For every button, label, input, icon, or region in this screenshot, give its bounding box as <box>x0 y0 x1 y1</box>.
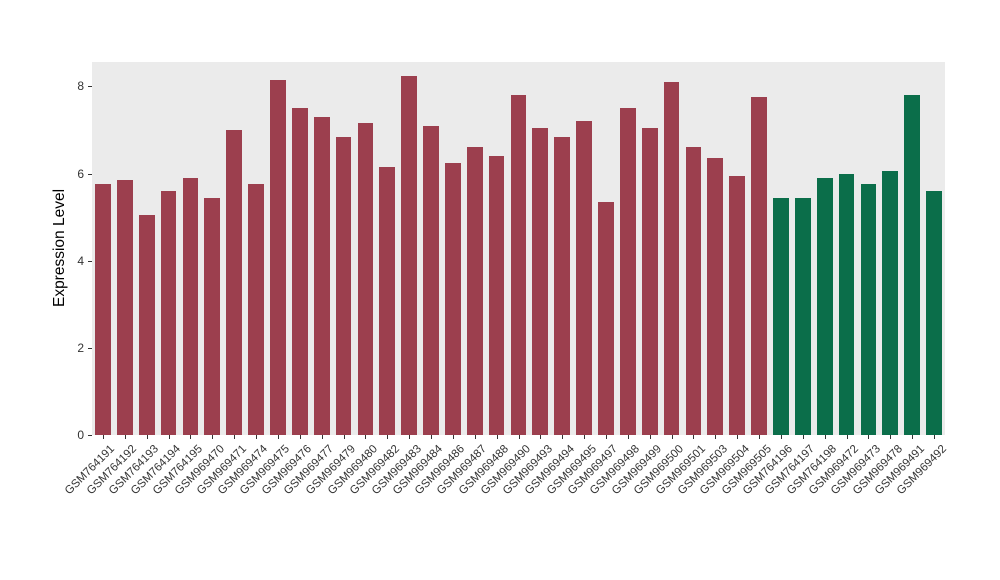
bar-GSM969499 <box>641 127 658 435</box>
x-tick-mark <box>146 435 148 439</box>
x-tick-mark <box>365 435 367 439</box>
bar-GSM764192 <box>116 180 133 435</box>
bar-GSM969501 <box>685 147 702 435</box>
bar-GSM969488 <box>488 156 505 435</box>
x-tick-mark <box>190 435 192 439</box>
x-tick-mark <box>431 435 432 439</box>
x-tick-mark <box>934 435 936 439</box>
x-tick-mark <box>474 435 476 439</box>
x-tick-mark <box>102 435 104 439</box>
bar-GSM969479 <box>335 136 352 435</box>
x-tick-mark <box>780 435 782 439</box>
y-axis-title: Expression Level <box>51 188 68 308</box>
bar-GSM969487 <box>466 147 483 435</box>
bar-GSM764193 <box>138 214 155 435</box>
bar-GSM969495 <box>576 121 592 435</box>
x-tick-mark <box>605 435 607 439</box>
x-tick-mark <box>890 435 892 439</box>
x-tick-mark <box>868 435 870 439</box>
plot-panel <box>92 62 945 435</box>
x-tick-mark <box>649 435 651 439</box>
bar-GSM969491 <box>904 95 921 435</box>
x-tick-mark <box>737 435 739 439</box>
x-tick-mark <box>452 435 454 439</box>
bar-GSM969484 <box>423 125 439 435</box>
x-tick-mark <box>562 435 564 439</box>
y-tick-mark <box>88 173 92 175</box>
bar-GSM969505 <box>751 97 767 435</box>
bar-GSM969476 <box>291 108 308 435</box>
bar-GSM969480 <box>357 123 374 435</box>
bar-GSM764197 <box>794 197 811 435</box>
x-tick-mark <box>234 435 236 439</box>
x-tick-mark <box>321 435 323 439</box>
x-tick-mark <box>124 435 126 439</box>
bar-GSM969493 <box>532 127 549 435</box>
x-tick-mark <box>824 435 826 439</box>
y-tick-mark <box>88 86 92 88</box>
y-axis-tick-label: 0 <box>77 428 84 442</box>
x-tick-mark <box>496 435 498 439</box>
bar-GSM764191 <box>95 184 111 435</box>
x-tick-mark <box>671 435 673 439</box>
x-tick-mark <box>584 435 586 439</box>
bar-GSM969500 <box>663 82 680 435</box>
bar-GSM969492 <box>926 190 942 435</box>
bar-GSM969470 <box>204 197 221 435</box>
y-axis-tick-label: 4 <box>77 253 84 268</box>
x-tick-mark <box>299 435 301 439</box>
bar-GSM764198 <box>816 177 833 435</box>
bar-GSM969486 <box>445 162 461 435</box>
x-tick-mark <box>693 435 695 439</box>
y-tick-mark <box>88 347 92 349</box>
bar-GSM764196 <box>773 197 789 435</box>
x-tick-mark <box>212 435 214 439</box>
bar-GSM969490 <box>510 95 527 435</box>
bar-GSM969478 <box>882 171 899 435</box>
x-tick-mark <box>343 435 345 439</box>
bar-GSM969482 <box>379 167 396 435</box>
x-tick-mark <box>277 435 279 439</box>
y-axis-tick-label: 8 <box>77 79 84 94</box>
bar-GSM969503 <box>707 158 724 435</box>
bar-GSM969504 <box>729 175 746 435</box>
bar-GSM969473 <box>860 184 877 435</box>
bar-GSM764195 <box>182 177 199 435</box>
x-tick-mark <box>715 435 717 439</box>
x-tick-mark <box>540 435 542 439</box>
bar-GSM969474 <box>248 184 264 435</box>
bar-GSM969483 <box>401 75 417 435</box>
x-tick-mark <box>912 435 914 439</box>
x-tick-mark <box>409 435 411 439</box>
x-tick-mark <box>387 435 389 439</box>
x-tick-mark <box>256 435 258 439</box>
bar-GSM969475 <box>270 79 286 435</box>
bar-GSM969477 <box>313 116 330 435</box>
bar-GSM969472 <box>838 173 855 435</box>
bar-GSM764194 <box>160 190 177 435</box>
x-tick-mark <box>759 435 761 439</box>
bar-GSM969498 <box>619 108 636 435</box>
bar-GSM969497 <box>598 201 614 435</box>
x-tick-mark <box>518 435 520 439</box>
bar-GSM969471 <box>226 129 243 435</box>
x-tick-mark <box>802 435 804 439</box>
bar-GSM969494 <box>554 136 571 435</box>
x-tick-mark <box>627 435 629 439</box>
y-axis-tick-label: 2 <box>77 340 84 355</box>
y-tick-mark <box>88 260 92 262</box>
y-axis-tick-label: 6 <box>77 166 84 181</box>
x-tick-mark <box>168 435 170 439</box>
y-tick-mark <box>88 435 92 436</box>
x-tick-mark <box>846 435 848 439</box>
